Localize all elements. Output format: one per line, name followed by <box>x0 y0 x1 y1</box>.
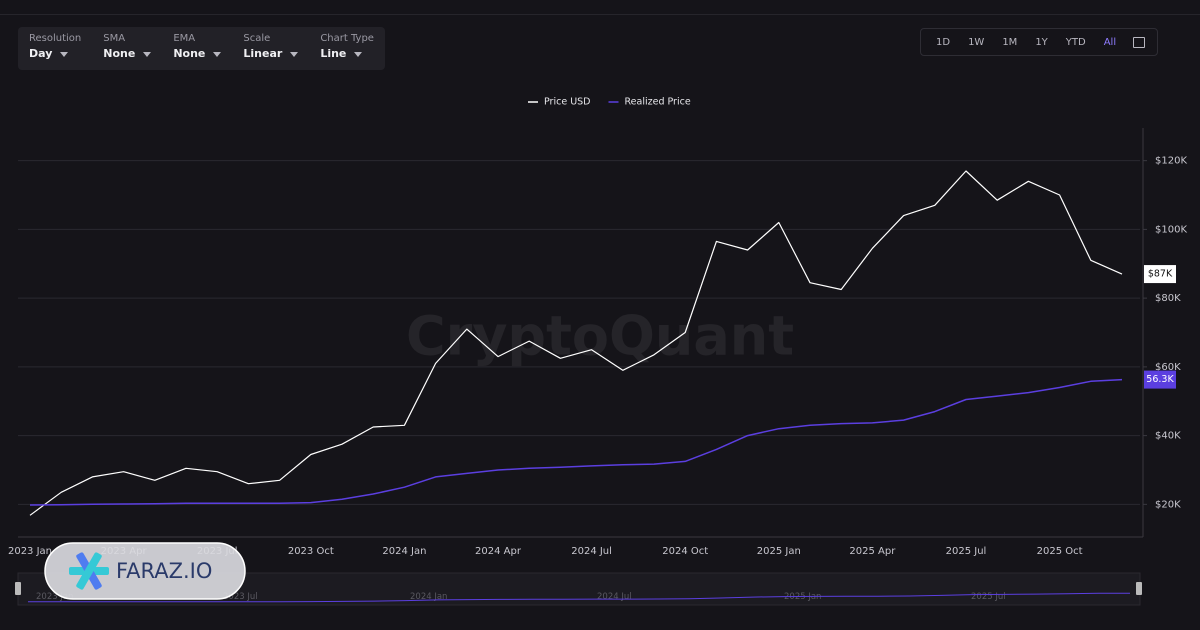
navigator-handle[interactable] <box>1136 582 1142 595</box>
navigator-handle[interactable] <box>15 582 21 595</box>
legend-label: Price USD <box>544 97 591 108</box>
x-tick-label: 2024 Jul <box>571 546 612 557</box>
x-tick-label: 2023 Jan <box>8 546 52 557</box>
dropdown-value: None <box>173 47 221 60</box>
dropdown-label: Resolution <box>29 33 82 44</box>
toolbar-dropdown[interactable]: Scale Linear <box>232 27 309 70</box>
series-line <box>29 378 1123 506</box>
y-tick-label: $40K <box>1155 431 1181 442</box>
dropdown-label: SMA <box>103 33 126 44</box>
last-value-label: $87K <box>1148 269 1173 280</box>
last-value-box <box>1144 370 1176 389</box>
x-tick-label: 2023 Oct <box>288 546 334 557</box>
toolbar-dropdown[interactable]: Chart Type Line <box>309 27 385 70</box>
dropdown-value: Day <box>29 47 81 60</box>
logo-text: FARAZ.IO <box>116 559 212 583</box>
dropdown-label: EMA <box>173 33 196 44</box>
range-button[interactable]: YTD <box>1065 36 1086 48</box>
calendar-button[interactable] <box>1133 36 1146 48</box>
toolbar: Resolution Day SMA None EMA None Scale Linear Ch… <box>18 27 385 70</box>
y-tick-label: $100K <box>1155 224 1187 235</box>
last-value-label: 56.3K <box>1146 374 1174 385</box>
navigator-label: 2023 Jan <box>36 592 73 602</box>
legend-label: Realized Price <box>625 97 691 108</box>
x-tick-label: 2025 Oct <box>1037 546 1083 557</box>
range-button[interactable]: 1Y <box>1035 36 1048 48</box>
series-line <box>29 170 1123 516</box>
navigator-label: 2025 Jul <box>971 592 1006 602</box>
dropdown-value: Line <box>320 47 374 60</box>
navigator-label: 2025 Jan <box>784 592 821 602</box>
x-tick-label: 2024 Apr <box>475 546 522 557</box>
toolbar-dropdown[interactable]: EMA None <box>162 27 232 70</box>
y-tick-label: $120K <box>1155 156 1187 167</box>
range-button[interactable]: 1M <box>1002 36 1018 48</box>
navigator-line <box>28 592 1131 603</box>
navigator-label: 2024 Jan <box>410 592 447 602</box>
y-tick-label: $60K <box>1155 362 1181 373</box>
logo-stroke <box>76 552 102 590</box>
x-tick-label: 2024 Jan <box>382 546 426 557</box>
x-tick-label: 2025 Jan <box>757 546 801 557</box>
toolbar-dropdown[interactable]: Resolution Day <box>18 27 92 70</box>
dropdown-label: Chart Type <box>320 33 374 44</box>
logo-icon <box>69 552 109 590</box>
range-button[interactable]: 1W <box>968 36 985 48</box>
dropdown-value: Linear <box>243 47 298 60</box>
x-tick-label: 2025 Jul <box>946 546 987 557</box>
navigator-label: 2024 Jul <box>597 592 632 602</box>
toolbar-dropdown[interactable]: SMA None <box>92 27 162 70</box>
navigator-label: 2023 Jul <box>223 592 258 602</box>
last-value-box <box>1144 265 1176 284</box>
watermark: CryptoQuant <box>406 305 794 368</box>
y-tick-label: $20K <box>1155 499 1181 510</box>
range-button[interactable]: All <box>1103 36 1117 48</box>
x-tick-label: 2024 Oct <box>662 546 708 557</box>
range-selector: 1D 1W 1M 1Y YTD All <box>920 28 1159 56</box>
y-tick-label: $80K <box>1155 293 1181 304</box>
range-button[interactable]: 1D <box>936 36 951 48</box>
dropdown-label: Scale <box>243 33 271 44</box>
divider <box>0 14 1200 15</box>
dropdown-value: None <box>103 47 151 60</box>
x-tick-label: 2025 Apr <box>849 546 896 557</box>
